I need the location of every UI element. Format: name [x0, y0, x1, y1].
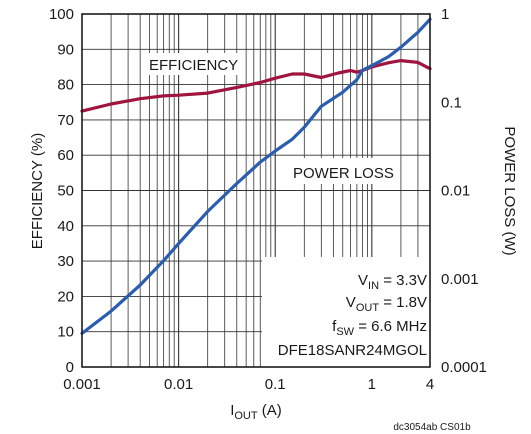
y-tick-label: 80	[57, 77, 74, 94]
x-tick-label: 4	[426, 376, 434, 393]
y-tick-label: 90	[57, 41, 74, 58]
vin-subscript: IN	[368, 280, 379, 292]
y-tick-label: 50	[57, 183, 74, 200]
x-tick-label: 0.1	[265, 376, 286, 393]
y-tick-label: 100	[49, 6, 74, 23]
vout-symbol: V	[346, 294, 356, 311]
y-tick-label: 10	[57, 324, 74, 341]
y-axis-title-right: POWER LOSS (W)	[501, 126, 518, 255]
vin-value: = 3.3V	[379, 272, 427, 289]
inductor-part-number: DFE18SANR24MGOL	[278, 342, 427, 359]
y2-tick-label: 1	[441, 6, 449, 23]
vout-value: = 1.8V	[379, 294, 427, 311]
y2-tick-label: 0.01	[441, 183, 470, 200]
y-tick-label: 0	[66, 359, 74, 376]
figure-id: dc3054ab CS01b	[393, 422, 471, 433]
x-axis-title: IOUT (A)	[230, 402, 282, 422]
efficiency-series-label: EFFICIENCY	[149, 57, 238, 74]
x-tick-label: 1	[368, 376, 376, 393]
y-tick-label: 70	[57, 112, 74, 129]
efficiency-curve	[82, 61, 430, 112]
x-axis-title-unit: (A)	[258, 402, 282, 419]
y2-tick-label: 0.1	[441, 94, 462, 111]
y-tick-label: 60	[57, 147, 74, 164]
y-tick-label: 30	[57, 253, 74, 270]
vout-subscript: OUT	[356, 302, 380, 314]
x-axis-title-subscript: OUT	[234, 410, 258, 422]
y-axis-title-left: EFFICIENCY (%)	[29, 133, 46, 249]
y2-tick-label: 0.0001	[441, 359, 487, 376]
y-tick-label: 20	[57, 288, 74, 305]
fsw-subscript: SW	[336, 326, 354, 338]
vin-symbol: V	[358, 272, 368, 289]
power-loss-series-label: POWER LOSS	[293, 165, 394, 182]
x-tick-label: 0.01	[164, 376, 193, 393]
fsw-value: = 6.6 MHz	[354, 318, 427, 335]
x-tick-label: 0.001	[63, 376, 101, 393]
y-tick-label: 40	[57, 218, 74, 235]
y2-tick-label: 0.001	[441, 271, 479, 288]
